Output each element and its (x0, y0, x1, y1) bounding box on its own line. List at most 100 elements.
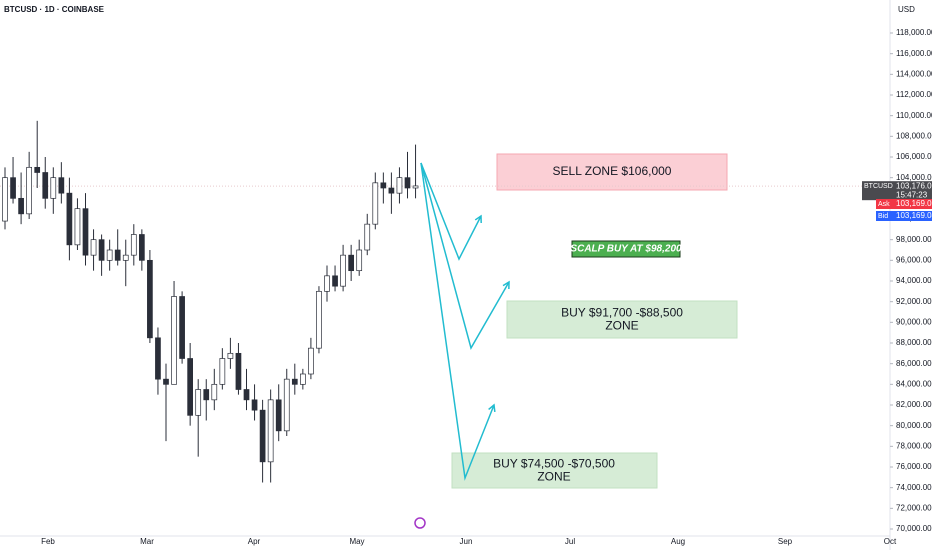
candle-body (171, 296, 177, 385)
candle-body (211, 383, 218, 401)
x-tick-label: Oct (884, 537, 897, 546)
buy-zone-2 (451, 452, 658, 489)
logo (414, 517, 426, 529)
y-tick-label: 114,000.00 (896, 69, 932, 78)
y-tick-label: 118,000.00 (896, 28, 932, 37)
arrow-head (502, 280, 510, 290)
y-tick-label: 82,000.00 (896, 400, 932, 409)
candle-body (412, 185, 419, 189)
candle-body (139, 234, 145, 261)
y-tick-label: 74,000.00 (896, 483, 932, 492)
candle-body (147, 259, 153, 339)
countdown: 15:47:23 (896, 190, 928, 199)
candle-body (283, 378, 290, 432)
candle-body (82, 208, 89, 256)
candle-body (259, 409, 266, 463)
y-tick-label: 98,000.00 (896, 235, 932, 244)
zone-label: BUY $91,700 -$88,500 (561, 306, 683, 320)
candle-body (122, 254, 129, 261)
y-tick-label: 106,000.00 (896, 152, 932, 161)
candle-body (332, 275, 338, 287)
y-tick-label: 84,000.00 (896, 379, 932, 388)
buy-zone-1 (506, 300, 738, 339)
candle-body (227, 352, 234, 359)
y-tick-label: 108,000.00 (896, 131, 932, 140)
ask-name: Ask (878, 201, 890, 208)
candle-body (163, 378, 169, 385)
y-tick-label: 94,000.00 (896, 276, 932, 285)
projection-arrow (420, 162, 510, 350)
bid-label: 103,169.04 (896, 211, 932, 220)
candle-body (291, 378, 298, 385)
candle-body (300, 373, 306, 385)
candle-body (356, 249, 363, 272)
x-tick-label: Apr (248, 537, 261, 546)
zones (451, 153, 738, 489)
y-tick-label: 86,000.00 (896, 359, 932, 368)
x-tick-label: Mar (140, 537, 154, 546)
candle-body (50, 177, 57, 199)
candle-body (340, 254, 346, 287)
ask-label: 103,169.05 (896, 199, 932, 208)
candle-body (34, 166, 41, 173)
candle-body (58, 177, 65, 194)
candle-body (90, 239, 97, 256)
y-tick-label: 96,000.00 (896, 255, 932, 264)
candle-body (372, 182, 379, 225)
candle-body (364, 223, 371, 251)
candle-body (235, 352, 242, 390)
zone-label: SCALP BUY AT $98,200 (570, 244, 682, 255)
candle-body (155, 337, 161, 380)
y-tick-label: 76,000.00 (896, 462, 932, 471)
candle-body (42, 172, 49, 199)
symbol-label: BTCUSD (864, 183, 893, 190)
x-tick-label: Jun (460, 537, 473, 546)
candle-body (2, 177, 8, 222)
candle-body (396, 177, 403, 194)
candle-body (18, 197, 24, 215)
zone-label: SELL ZONE $106,000 (553, 164, 672, 178)
bid-badge (876, 211, 932, 221)
y-tick-label: 104,000.00 (896, 173, 932, 182)
candle-body (187, 358, 193, 416)
x-tick-label: Aug (671, 537, 685, 546)
y-tick-label: 90,000.00 (896, 317, 932, 326)
candle-body (267, 399, 274, 463)
candle-body (203, 389, 210, 401)
candle-body (388, 187, 395, 194)
candle-body (219, 358, 226, 385)
candle-body (114, 249, 121, 261)
candle-body (130, 234, 137, 256)
y-tick-label: 116,000.00 (896, 49, 932, 58)
candle-body (195, 389, 202, 416)
y-tick-label: 72,000.00 (896, 503, 932, 512)
zone-label: ZONE (605, 319, 638, 333)
candle-body (98, 239, 105, 261)
projection-arrow (420, 162, 482, 261)
candle-body (66, 192, 73, 246)
y-tick-label: 80,000.00 (896, 421, 932, 430)
y-tick-label: 88,000.00 (896, 338, 932, 347)
x-tick-label: Jul (565, 537, 575, 546)
candle-body (10, 177, 16, 199)
y-tick-label: 110,000.00 (896, 111, 932, 120)
y-tick-label: 78,000.00 (896, 441, 932, 450)
y-tick-label: 112,000.00 (896, 90, 932, 99)
last-price-label: 103,176.02 (896, 181, 932, 190)
zone-label: ZONE (537, 470, 570, 484)
arrow-head (488, 403, 496, 413)
symbol-badge (862, 181, 932, 201)
candle-body (316, 290, 322, 349)
candle-body (308, 347, 314, 375)
candle-body (404, 177, 411, 189)
arrow-head (474, 214, 482, 224)
candle-body (251, 399, 258, 411)
y-tick-label: 92,000.00 (896, 297, 932, 306)
chart-title: BTCUSD · 1D · COINBASE (4, 5, 105, 14)
bid-name: Bid (878, 213, 888, 220)
candle-body (243, 389, 250, 401)
sell-zone (496, 153, 728, 191)
candle-body (324, 275, 330, 292)
candle-body (380, 182, 387, 189)
y-tick-label: 70,000.00 (896, 524, 932, 533)
